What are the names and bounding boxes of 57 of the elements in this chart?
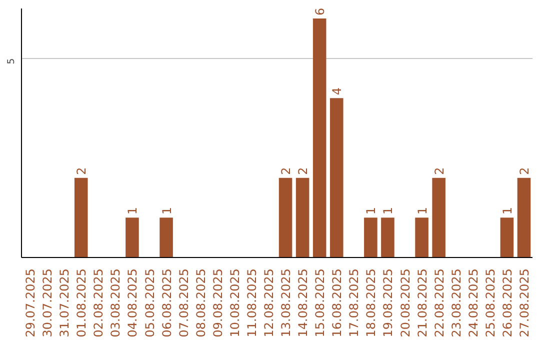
bar — [126, 218, 139, 258]
x-tick-label: 26.08.2025 — [500, 268, 514, 338]
x-tick-label: 01.08.2025 — [74, 268, 89, 338]
data-label: 2 — [432, 167, 446, 175]
data-label: 1 — [381, 207, 396, 215]
y-tick-label: 5 — [6, 58, 17, 64]
x-tick-label: 24.08.2025 — [466, 268, 480, 338]
x-tick-label: 10.08.2025 — [228, 268, 242, 338]
x-tick-label: 15.08.2025 — [313, 268, 328, 338]
x-tick-label: 08.08.2025 — [194, 268, 208, 338]
bar — [296, 178, 310, 258]
bar — [312, 18, 326, 258]
data-label: 1 — [160, 207, 174, 215]
x-tick-label: 07.08.2025 — [176, 268, 191, 338]
x-tick-label: 21.08.2025 — [415, 268, 430, 338]
x-tick-label: 29.07.2025 — [24, 268, 38, 338]
data-label: 1 — [500, 207, 514, 215]
x-tick-label: 31.07.2025 — [58, 268, 72, 338]
bar — [500, 218, 514, 258]
x-tick-label: 19.08.2025 — [381, 268, 396, 338]
bar — [74, 178, 88, 258]
bar — [381, 218, 394, 258]
bar — [415, 218, 428, 258]
x-tick-label: 04.08.2025 — [126, 268, 140, 338]
x-tick-label: 27.08.2025 — [517, 268, 532, 338]
x-tick-label: 18.08.2025 — [364, 268, 378, 338]
x-tick-label: 03.08.2025 — [108, 268, 123, 338]
x-tick-label: 05.08.2025 — [142, 268, 157, 338]
data-label: 2 — [279, 167, 294, 175]
data-label: 1 — [364, 207, 378, 215]
x-tick-label: 22.08.2025 — [432, 268, 446, 338]
x-tick-label: 12.08.2025 — [262, 268, 276, 338]
x-tick-label: 17.08.2025 — [347, 268, 362, 338]
data-label: 2 — [296, 167, 310, 175]
x-tick-label: 06.08.2025 — [160, 268, 174, 338]
x-tick-label: 11.08.2025 — [244, 268, 259, 338]
x-tick-label: 13.08.2025 — [279, 268, 294, 338]
data-label: 1 — [415, 207, 430, 215]
x-tick-label: 30.07.2025 — [40, 268, 55, 338]
bar — [517, 178, 531, 258]
x-tick-label: 16.08.2025 — [330, 268, 344, 338]
bar — [364, 218, 378, 258]
data-label: 2 — [74, 167, 89, 175]
x-tick-label: 14.08.2025 — [296, 268, 310, 338]
data-label: 6 — [313, 8, 328, 16]
bar — [330, 98, 344, 258]
data-label: 4 — [330, 88, 344, 96]
bar — [432, 178, 446, 258]
x-tick-label: 09.08.2025 — [210, 268, 225, 338]
x-tick-label: 02.08.2025 — [92, 268, 106, 338]
x-tick-label: 20.08.2025 — [398, 268, 412, 338]
bar — [160, 218, 173, 258]
bar — [278, 178, 292, 258]
x-tick-label: 25.08.2025 — [483, 268, 498, 338]
x-tick-label: 23.08.2025 — [449, 268, 464, 338]
data-label: 1 — [126, 207, 140, 215]
data-label: 2 — [517, 167, 532, 175]
